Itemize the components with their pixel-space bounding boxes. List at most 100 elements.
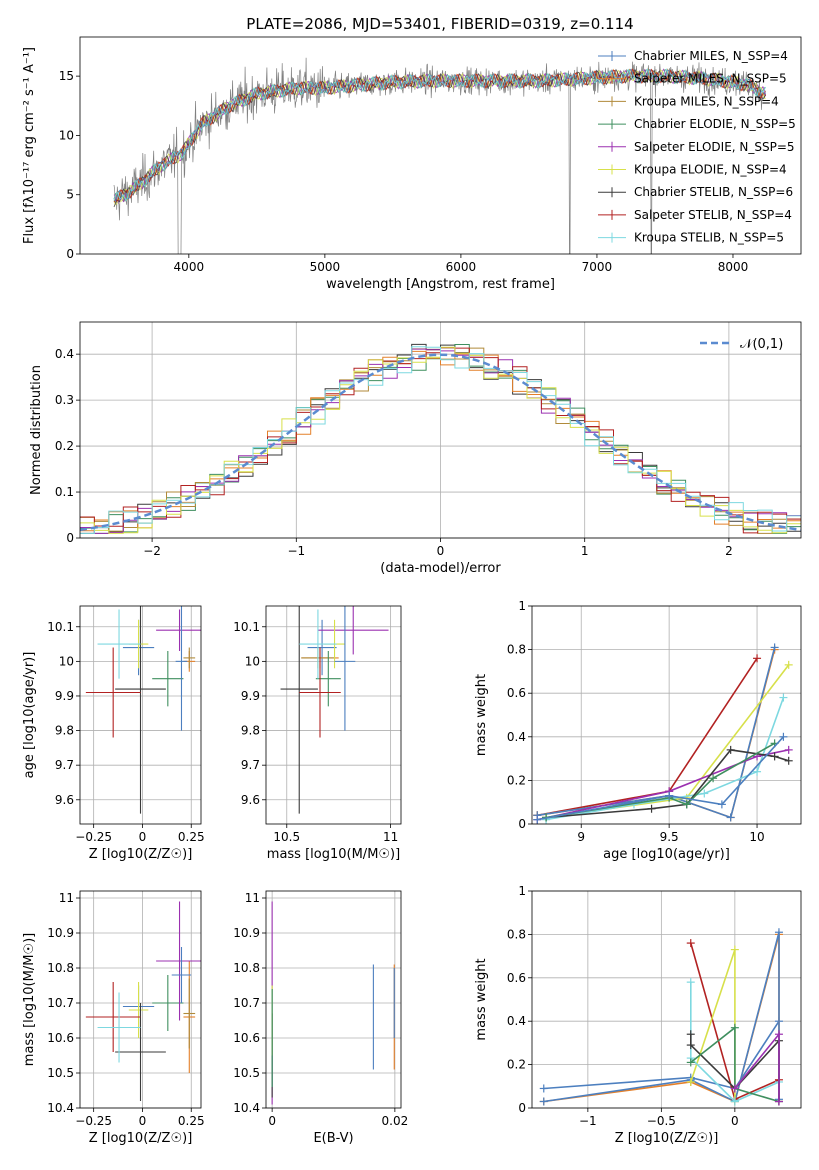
legend-label: Kroupa MILES, N_SSP=4: [634, 94, 779, 108]
plot-area: [85, 606, 201, 814]
x-tick-label: 0.25: [178, 830, 205, 844]
age-vs-metallicity-panel: −0.25 0 0.25 9.6 9.7 9.8 9.9 10 10.1 Z [log10(Z/Z…: [22, 605, 205, 862]
weight-series-line: [545, 664, 790, 819]
normal-reference-curve: [80, 353, 801, 532]
axes: −1 −0.5 0 0 0.2 0.4 0.6 0.8 1 Z [log10(Z/Z☉)] mass…: [474, 884, 802, 1146]
errorbar-point: [299, 609, 337, 679]
y-tick-label: 10.9: [47, 926, 74, 940]
x-tick-label: −0.25: [75, 1114, 112, 1128]
y-axis-label: Flux [fλ10⁻¹⁷ erg cm⁻² s⁻¹ A⁻¹]: [22, 47, 37, 244]
axes: 9 9.5 10 0 0.2 0.4 0.6 0.8 1 age [log10(age/yr)] m…: [474, 599, 802, 862]
weight-series-line: [689, 982, 780, 1103]
axes-frame: [531, 605, 802, 825]
y-tick-label: 10.4: [47, 1101, 74, 1115]
plot-area: [85, 901, 201, 1101]
y-axis-label: mass weight: [474, 674, 489, 756]
spectrum-panel: 4000 5000 6000 7000 8000 0 5 10 15 wavelength [An…: [22, 36, 802, 292]
x-tick-label: 0: [437, 544, 445, 558]
y-tick-label: 10.8: [47, 961, 74, 975]
errorbar-point: [115, 606, 166, 814]
weight-series-line: [537, 649, 776, 819]
errorbar-point: [97, 992, 141, 1063]
x-tick-label: −0.5: [647, 1114, 676, 1128]
x-axis-label: age [log10(age/yr)]: [603, 847, 730, 862]
x-tick-label: 11: [383, 830, 398, 844]
x-tick-label: 8000: [718, 260, 749, 274]
y-axis-label: mass weight: [474, 958, 489, 1040]
model-spectrum-line-2: [113, 68, 767, 201]
x-axis-label: mass [log10(M/M☉)]: [267, 847, 400, 862]
model-spectrum-line-7: [113, 68, 767, 203]
axes-frame: [265, 605, 402, 825]
y-tick-label: 9.6: [241, 793, 260, 807]
y-tick-label: 10.9: [233, 926, 260, 940]
y-tick-label: 10.5: [233, 1066, 260, 1080]
axes: −0.25 0 0.25 10.4 10.5 10.6 10.7 10.8 10.9 11 Z [l…: [22, 890, 205, 1146]
plot-area: [80, 343, 801, 534]
y-tick-label: 0.2: [55, 439, 74, 453]
y-tick-label: 10.6: [47, 1031, 74, 1045]
y-tick-label: 9.7: [55, 758, 74, 772]
spectrum-legend: Chabrier MILES, N_SSP=4 Salpeter MILES, N…: [598, 49, 796, 245]
errorbar-point: [183, 978, 196, 1049]
axes-frame: [79, 890, 202, 1109]
plot-area: [271, 901, 395, 1105]
y-tick-label: 0.2: [507, 1058, 526, 1072]
axes-frame: [79, 605, 202, 825]
x-tick-label: 5000: [310, 260, 341, 274]
plot-area: [113, 57, 767, 254]
mass-weight-vs-age-panel: 9 9.5 10 0 0.2 0.4 0.6 0.8 1 age [log10(age/yr)] m…: [474, 599, 802, 862]
y-tick-label: 0: [518, 1101, 526, 1115]
legend-label: Chabrier ELODIE, N_SSP=5: [634, 117, 796, 131]
y-tick-label: 10.4: [233, 1101, 260, 1115]
x-tick-label: 7000: [582, 260, 613, 274]
y-tick-label: 9.9: [55, 689, 74, 703]
errorbar-point: [156, 609, 201, 651]
model-spectrum-line-4: [113, 68, 767, 204]
errorbar-point: [152, 650, 184, 707]
mass-weight-vs-metallicity-panel: −1 −0.5 0 0 0.2 0.4 0.6 0.8 1 Z [log10(Z/Z☉)] mass…: [474, 884, 802, 1146]
plot-area: [533, 643, 793, 824]
x-tick-label: −2: [143, 544, 161, 558]
x-tick-label: 10.5: [273, 830, 300, 844]
x-axis-label: Z [log10(Z/Z☉)]: [615, 1131, 719, 1146]
y-tick-label: 0.3: [55, 393, 74, 407]
legend-label: Kroupa ELODIE, N_SSP=4: [634, 163, 787, 177]
x-tick-label: 2: [725, 544, 733, 558]
x-tick-label: 0.02: [382, 1114, 409, 1128]
y-tick-label: 9.8: [241, 724, 260, 738]
y-tick-label: 0.4: [507, 1014, 526, 1028]
y-tick-label: 9.9: [241, 689, 260, 703]
y-tick-label: 0.2: [507, 773, 526, 787]
y-tick-label: 10: [245, 654, 260, 668]
y-tick-label: 10: [59, 128, 74, 142]
y-tick-label: 0.4: [507, 730, 526, 744]
residual-histogram-panel: −2 −1 0 1 2 0 0.1 0.2 0.3 0.4 (data-model)/error No…: [29, 321, 802, 576]
model-spectrum-line-3: [113, 68, 766, 201]
weight-series-line: [537, 647, 776, 819]
y-tick-label: 9.8: [55, 724, 74, 738]
errorbar-point: [128, 982, 149, 1038]
x-tick-label: 0.25: [178, 1114, 205, 1128]
x-axis-label: E(B-V): [313, 1131, 353, 1146]
legend-label: Chabrier MILES, N_SSP=4: [634, 49, 788, 63]
age-vs-mass-panel: 10.5 11 9.6 9.7 9.8 9.9 10 10.1 mass [log10(M/M☉…: [233, 605, 402, 862]
x-tick-label: 1: [581, 544, 589, 558]
x-tick-label: −0.25: [75, 830, 112, 844]
x-tick-label: −1: [287, 544, 305, 558]
axes: 10.5 11 9.6 9.7 9.8 9.9 10 10.1 mass [log10(M/M☉…: [233, 605, 402, 862]
errorbar-point: [97, 609, 141, 679]
gridlines: [266, 606, 401, 824]
y-tick-label: 0.4: [55, 347, 74, 361]
x-tick-label: 0: [139, 830, 147, 844]
weight-series-line: [690, 1026, 780, 1103]
histogram-steps-8: [80, 346, 801, 534]
model-spectrum-line-0: [113, 68, 766, 202]
y-tick-label: 10.8: [233, 961, 260, 975]
weight-series-line: [537, 749, 789, 821]
weight-series-line: [546, 749, 789, 819]
plot-area: [539, 928, 783, 1106]
y-tick-label: 1: [518, 884, 526, 898]
y-tick-label: 0.6: [507, 686, 526, 700]
